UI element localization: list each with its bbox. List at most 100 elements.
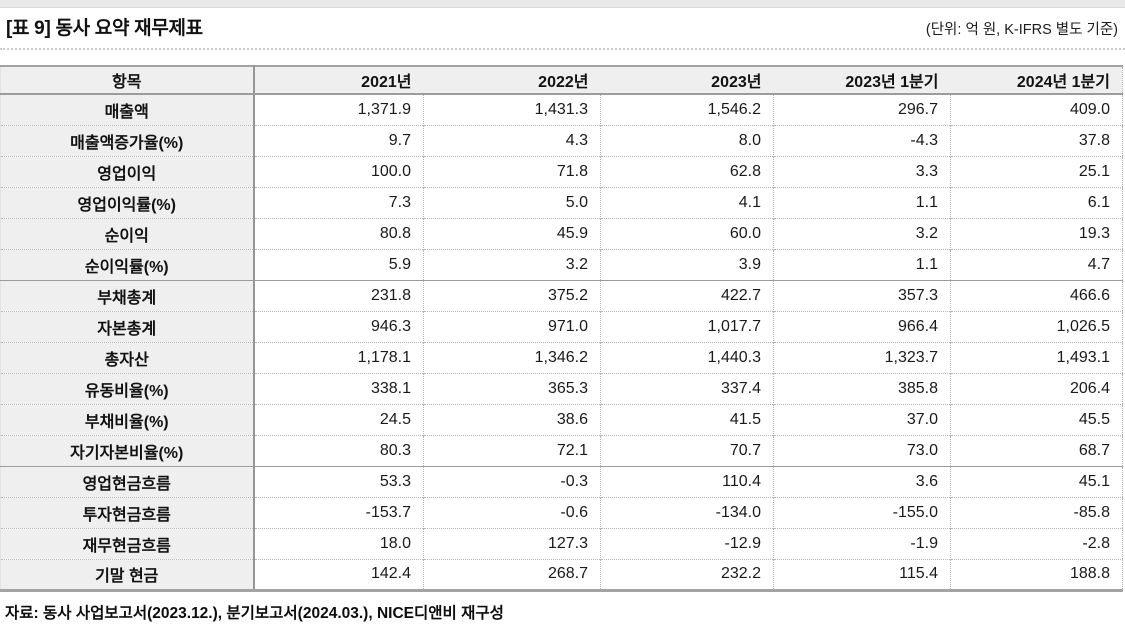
cell-value: 268.7 [423,558,601,590]
cell-value: 9.7 [253,124,424,156]
cell-value: 60.0 [600,217,774,249]
cell-value: 3.9 [600,248,774,281]
row-label: 매출액 [0,94,255,125]
cell-value: -4.3 [773,124,951,156]
cell-value: 6.1 [950,186,1123,218]
header-row: 항목 2021년 2022년 2023년 2023년 1분기 2024년 1분기 [0,66,1123,95]
cell-value: 3.3 [773,155,951,187]
unit-note: (단위: 억 원, K-IFRS 별도 기준) [925,22,1118,38]
cell-value: 24.5 [253,403,424,435]
table-caption: [표 9] 동사 요약 재무제표 [6,18,203,39]
cell-value: -155.0 [773,496,951,528]
cell-value: 37.8 [950,124,1123,156]
cell-value: 971.0 [423,310,601,342]
cell-value: 8.0 [600,124,774,156]
cell-value: 100.0 [253,155,424,187]
cell-value: 110.4 [600,465,774,497]
table-row: 투자현금흐름 -153.7 -0.6 -134.0 -155.0 -85.8 [0,496,1123,528]
cell-value: 72.1 [423,434,601,467]
row-label: 부채총계 [0,279,255,311]
cell-value: 1.1 [773,186,951,218]
table-title-bar: [표 9] 동사 요약 재무제표 (단위: 억 원, K-IFRS 별도 기준) [0,8,1125,48]
cell-value: 70.7 [600,434,774,467]
table-row: 매출액 1,371.9 1,431.3 1,546.2 296.7 409.0 [0,94,1123,125]
table-row: 순이익 80.8 45.9 60.0 3.2 19.3 [0,217,1123,249]
cell-value: 466.6 [950,279,1123,311]
cell-value: 1,178.1 [253,341,424,373]
row-label: 자본총계 [0,310,255,342]
cell-value: 296.7 [773,94,951,125]
cell-value: 1,323.7 [773,341,951,373]
cell-value: 4.1 [600,186,774,218]
cell-value: 5.9 [253,248,424,281]
cell-value: 375.2 [423,279,601,311]
cell-value: 3.6 [773,465,951,497]
cell-value: 4.3 [423,124,601,156]
cell-value: 18.0 [253,527,424,559]
cell-value: 1,017.7 [600,310,774,342]
cell-value: -12.9 [600,527,774,559]
cell-value: 188.8 [950,558,1123,590]
cell-value: 231.8 [253,279,424,311]
row-label: 기말 현금 [0,558,255,590]
source-note: 자료: 동사 사업보고서(2023.12.), 분기보고서(2024.03.),… [5,604,504,622]
cell-value: 1,546.2 [600,94,774,125]
cell-value: 1,026.5 [950,310,1123,342]
cell-value: 1,493.1 [950,341,1123,373]
cell-value: 357.3 [773,279,951,311]
cell-value: 127.3 [423,527,601,559]
cell-value: 38.6 [423,403,601,435]
period-column-header: 2023년 1분기 [773,66,951,95]
row-label: 부채비율(%) [0,403,255,435]
cell-value: 53.3 [253,465,424,497]
cell-value: -134.0 [600,496,774,528]
cell-value: 365.3 [423,372,601,404]
cell-value: 232.2 [600,558,774,590]
cell-value: 3.2 [423,248,601,281]
cell-value: 385.8 [773,372,951,404]
page-top-divider [0,0,1125,8]
cell-value: 4.7 [950,248,1123,281]
table-row: 자본총계 946.3 971.0 1,017.7 966.4 1,026.5 [0,310,1123,342]
row-label: 유동비율(%) [0,372,255,404]
financial-table: 항목 2021년 2022년 2023년 2023년 1분기 2024년 1분기 매출액 1,… [0,65,1123,592]
cell-value: 115.4 [773,558,951,590]
row-label: 영업이익률(%) [0,186,255,218]
cell-value: 422.7 [600,279,774,311]
item-column-header: 항목 [0,66,255,95]
cell-value: 3.2 [773,217,951,249]
table-row: 매출액증가율(%) 9.7 4.3 8.0 -4.3 37.8 [0,124,1123,156]
cell-value: 1,346.2 [423,341,601,373]
table-row: 유동비율(%) 338.1 365.3 337.4 385.8 206.4 [0,372,1123,404]
period-column-header: 2023년 [600,66,774,95]
cell-value: 5.0 [423,186,601,218]
row-label: 투자현금흐름 [0,496,255,528]
table-row: 부채비율(%) 24.5 38.6 41.5 37.0 45.5 [0,403,1123,435]
row-label: 영업이익 [0,155,255,187]
cell-value: 62.8 [600,155,774,187]
cell-value: -153.7 [253,496,424,528]
cell-value: -1.9 [773,527,951,559]
cell-value: 338.1 [253,372,424,404]
row-label: 총자산 [0,341,255,373]
cell-value: 1.1 [773,248,951,281]
cell-value: 45.1 [950,465,1123,497]
title-separator [0,48,1125,50]
table-row: 자기자본비율(%) 80.3 72.1 70.7 73.0 68.7 [0,434,1123,467]
cell-value: 7.3 [253,186,424,218]
cell-value: -0.6 [423,496,601,528]
cell-value: 80.8 [253,217,424,249]
table-row: 총자산 1,178.1 1,346.2 1,440.3 1,323.7 1,493.1 [0,341,1123,373]
table-row: 순이익률(%) 5.9 3.2 3.9 1.1 4.7 [0,248,1123,281]
row-label: 재무현금흐름 [0,527,255,559]
table-row: 기말 현금 142.4 268.7 232.2 115.4 188.8 [0,558,1123,590]
cell-value: 206.4 [950,372,1123,404]
cell-value: -0.3 [423,465,601,497]
table-row: 영업현금흐름 53.3 -0.3 110.4 3.6 45.1 [0,465,1123,497]
period-column-header: 2024년 1분기 [950,66,1123,95]
row-label: 순이익률(%) [0,248,255,281]
row-label: 순이익 [0,217,255,249]
cell-value: 71.8 [423,155,601,187]
cell-value: 80.3 [253,434,424,467]
cell-value: 409.0 [950,94,1123,125]
